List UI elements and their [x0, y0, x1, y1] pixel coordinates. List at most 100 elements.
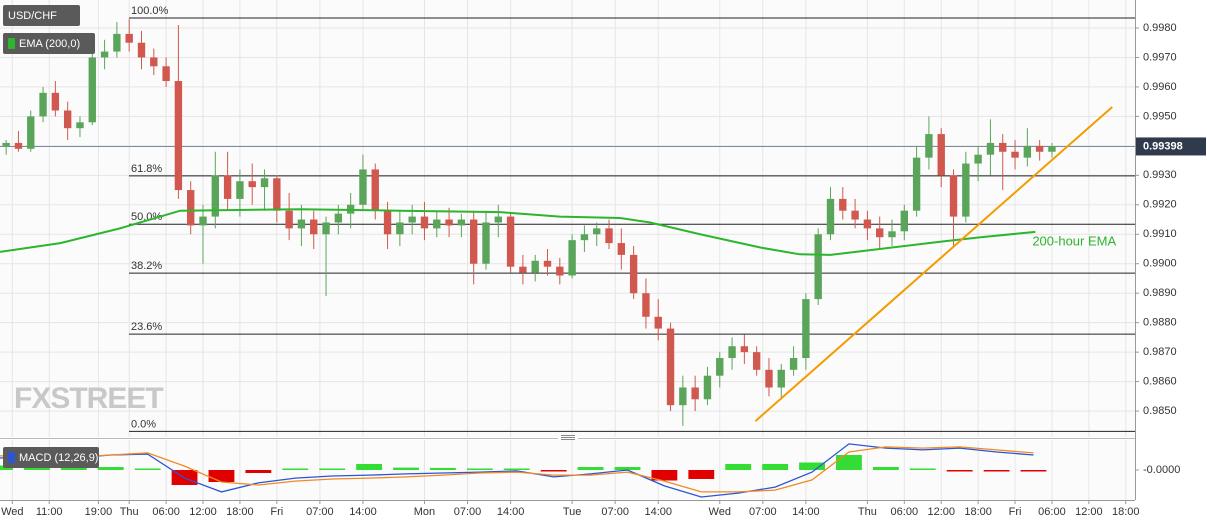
candle-body: [912, 157, 921, 211]
x-tick-label: 14:00: [644, 506, 672, 518]
x-tick-label: 07:00: [749, 506, 777, 518]
candle-body: [39, 92, 47, 117]
candle-body: [851, 210, 859, 220]
fib-label: 50.0%: [131, 211, 162, 223]
macd-histogram-bar: [97, 467, 124, 470]
x-tick-label: Mon: [414, 506, 435, 518]
candle-body: [27, 116, 35, 149]
candle-body: [273, 178, 281, 211]
candle-body: [679, 387, 687, 406]
x-tick-label: Wed: [709, 506, 731, 518]
trendline: [754, 106, 1113, 422]
candle-body: [974, 154, 982, 164]
macd-histogram-bar: [503, 468, 530, 470]
macd-histogram-bar: [319, 468, 346, 470]
x-tick-label: Thu: [858, 506, 877, 518]
y-tick-label: 0.9980: [1143, 22, 1177, 34]
candle-body: [814, 234, 822, 300]
candle-body: [826, 198, 835, 235]
candle-body: [248, 181, 256, 188]
symbol-label: USD/CHF: [8, 10, 57, 22]
fib-label: 100.0%: [131, 5, 169, 17]
resize-handle-lines: [561, 435, 575, 440]
candle-body: [113, 33, 121, 52]
macd-histogram-bar: [540, 470, 567, 472]
candle-body: [888, 231, 896, 238]
candle-body: [371, 169, 379, 211]
ema-line: [0, 208, 1036, 256]
candle-body: [765, 369, 773, 388]
fib-label: 61.8%: [131, 163, 162, 175]
candle-body: [199, 216, 207, 226]
y-tick-label: 0.9900: [1143, 258, 1177, 270]
candle-body: [740, 346, 749, 353]
macd-legend-label: MACD (12,26,9): [19, 452, 98, 464]
candle-body: [949, 175, 958, 217]
macd-histogram-bar: [836, 455, 862, 470]
macd-histogram-bar: [134, 468, 161, 470]
macd-histogram-bar: [245, 470, 272, 473]
macd-histogram-bar: [799, 462, 825, 470]
x-tick-label: 06:00: [1038, 506, 1066, 518]
candle-body: [728, 346, 736, 359]
candle-body: [617, 243, 626, 255]
x-tick-label: 14:00: [349, 506, 377, 518]
y-tick-label: 0.9960: [1143, 81, 1177, 93]
candle-body: [1048, 146, 1056, 152]
candle-body: [986, 142, 995, 155]
macd-signal-line: [0, 446, 1034, 493]
x-tick-label: Tue: [563, 506, 582, 518]
macd-histogram-bar: [1020, 470, 1047, 472]
candle-body: [605, 228, 613, 244]
candle-body: [236, 181, 244, 199]
x-tick-label: 12:00: [189, 506, 217, 518]
candle-body: [654, 316, 662, 329]
macd-histogram-bar: [60, 467, 87, 470]
candle-body: [2, 142, 10, 146]
candle-body: [716, 358, 724, 376]
candle-body: [457, 219, 466, 226]
candle-body: [211, 175, 220, 217]
y-tick-label: 0.9880: [1143, 317, 1177, 329]
candle-body: [691, 387, 699, 400]
macd-histogram-bar: [614, 467, 641, 470]
fib-label: 0.0%: [131, 418, 156, 430]
candle-body: [162, 66, 170, 82]
candle-body: [187, 190, 195, 226]
candle-body: [494, 216, 502, 223]
candle-body: [285, 210, 293, 229]
candle-body: [777, 369, 785, 388]
candle-body: [63, 110, 72, 129]
x-tick-label: 11:00: [36, 506, 63, 518]
x-tick-label: Fri: [270, 506, 283, 518]
x-tick-label: 07:00: [454, 506, 482, 518]
y-tick-label: 0.9930: [1143, 169, 1177, 181]
macd-histogram-bar: [946, 470, 973, 472]
macd-legend: [3, 447, 99, 468]
last-price-label: 0.99398: [1143, 140, 1183, 152]
candle-body: [383, 210, 392, 235]
macd-histogram-bar: [577, 467, 604, 470]
candle-body: [531, 260, 539, 273]
macd-histogram-bar: [393, 467, 419, 470]
x-tick-label: 18:00: [1112, 506, 1140, 518]
candle-body: [703, 375, 712, 400]
y-tick-label: 0.9850: [1143, 405, 1177, 417]
macd-histogram-bar: [430, 467, 456, 470]
candle-body: [752, 352, 761, 370]
macd-line: [0, 443, 1034, 498]
fib-label: 23.6%: [131, 321, 162, 333]
candle-body: [580, 234, 589, 241]
ema-legend-swatch: [8, 38, 15, 49]
y-tick-label: 0.9910: [1143, 228, 1177, 240]
symbol-legend: [3, 5, 80, 26]
candle-body: [593, 228, 601, 235]
candle-body: [568, 240, 576, 276]
y-tick-label: 0.9860: [1143, 376, 1177, 388]
candle-body: [900, 210, 908, 232]
candle-body: [433, 219, 441, 229]
candle-body: [482, 222, 490, 264]
last-price-box: [1136, 137, 1206, 156]
candle-body: [666, 328, 675, 406]
